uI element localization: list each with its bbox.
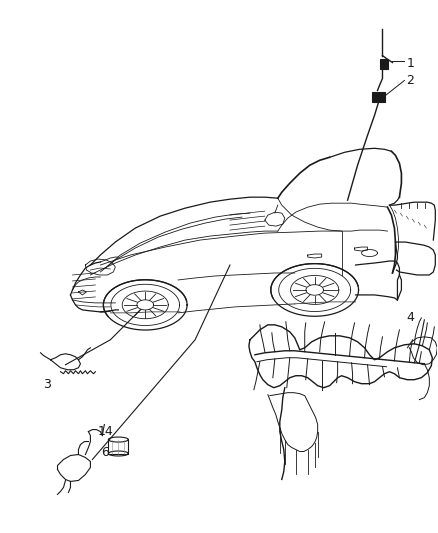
FancyBboxPatch shape	[381, 59, 389, 69]
Text: 2: 2	[406, 74, 414, 87]
Text: 6: 6	[101, 446, 109, 459]
Text: 4: 4	[406, 311, 414, 325]
Text: 3: 3	[43, 378, 51, 391]
Text: 14: 14	[97, 425, 113, 438]
Text: 1: 1	[406, 57, 414, 70]
FancyBboxPatch shape	[371, 92, 385, 102]
